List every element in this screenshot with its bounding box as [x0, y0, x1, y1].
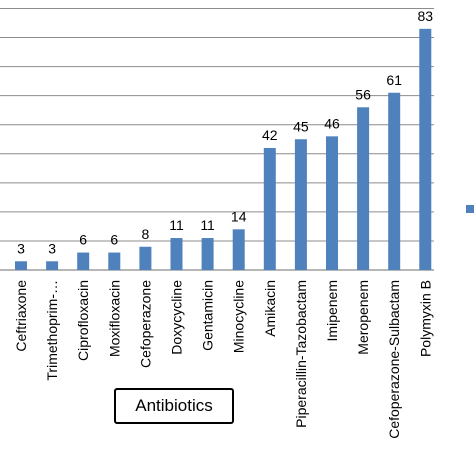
bar [326, 136, 338, 270]
data-label: 46 [324, 115, 340, 131]
bar [46, 261, 59, 270]
bar [419, 28, 432, 271]
x-tick-labels: Ceftriaxone Trimethoprim-… Ciprofloxacin Mo… [13, 280, 433, 439]
data-label: 42 [262, 127, 278, 143]
x-tick-label: Ceftriaxone [13, 280, 29, 352]
data-label: 56 [355, 86, 371, 102]
bar [108, 252, 121, 270]
bar [77, 252, 90, 270]
gridlines [0, 8, 434, 271]
bar [263, 147, 276, 270]
data-label: 45 [293, 118, 309, 134]
data-label: 14 [231, 208, 247, 224]
x-axis-title: Antibiotics [114, 388, 234, 424]
bar [15, 261, 27, 270]
x-tick-label: Doxycycline [169, 280, 185, 355]
bar [139, 246, 152, 270]
x-tick-label: Polymyxin B [417, 280, 433, 357]
data-label: 61 [386, 72, 402, 88]
legend-swatch [466, 205, 474, 213]
data-label: 3 [48, 240, 56, 256]
data-label: 11 [169, 217, 184, 233]
x-tick-label: Trimethoprim-… [44, 280, 60, 381]
data-label: 83 [418, 8, 434, 24]
data-label: 6 [110, 232, 118, 248]
bars [15, 28, 432, 271]
x-tick-label: Moxifloxacin [106, 280, 122, 357]
x-tick-label: Cefoperazone [137, 280, 153, 368]
data-label: 6 [79, 232, 87, 248]
x-tick-label: Amikacin [262, 280, 278, 337]
bar [294, 139, 307, 270]
x-tick-label: Ciprofloxacin [75, 280, 91, 361]
data-label: 11 [200, 217, 215, 233]
bar [232, 229, 245, 270]
bar [170, 238, 183, 270]
bar [357, 107, 370, 271]
x-tick-label: Imipenem [324, 280, 340, 341]
data-label: 3 [17, 240, 25, 256]
bar [201, 238, 214, 270]
bar [388, 92, 401, 270]
x-tick-label: Minocycline [231, 280, 247, 353]
x-tick-label: Gentamicin [200, 280, 216, 351]
data-labels: 3 3 6 6 8 11 11 14 42 45 46 56 61 83 [17, 8, 433, 256]
x-tick-label: Piperacillin-Tazobactam [293, 280, 309, 428]
data-label: 8 [142, 226, 150, 242]
x-tick-label: Cefoperazone-Sulbactam [386, 280, 402, 439]
x-tick-label: Meropenem [355, 280, 371, 355]
